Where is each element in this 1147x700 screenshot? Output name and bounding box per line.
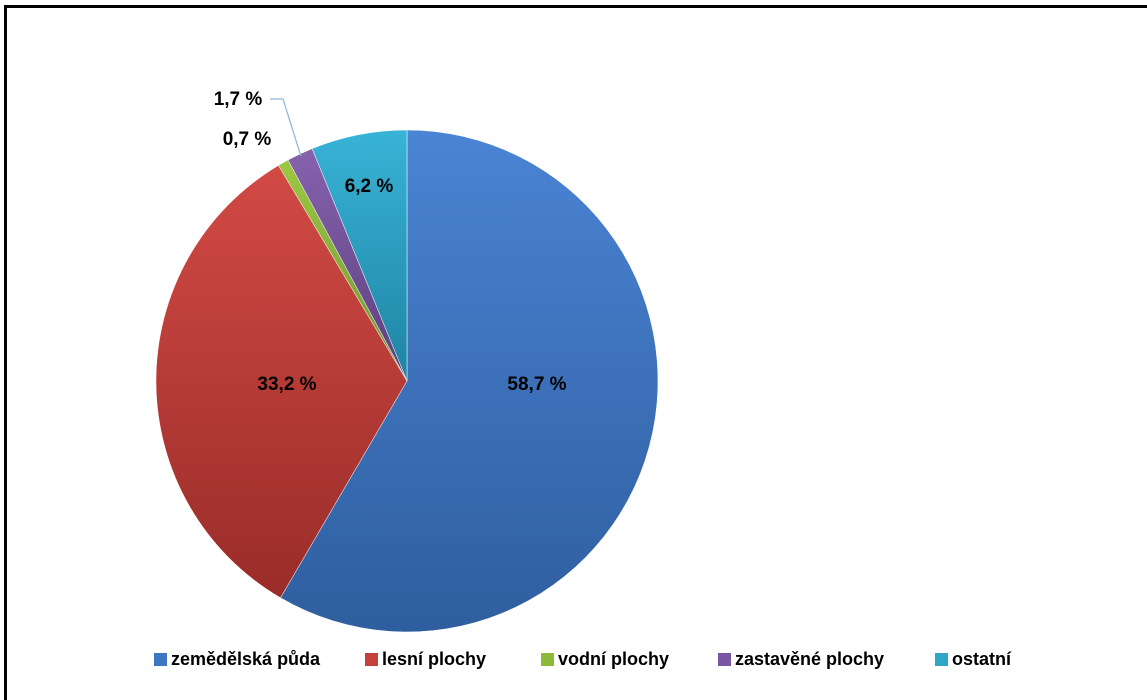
legend-swatch-ostatni <box>935 653 948 666</box>
legend-label-zemedelska-puda: zemědělská půda <box>171 649 321 669</box>
legend-swatch-vodni-plochy <box>541 653 554 666</box>
data-label-lesni-plochy: 33,2 % <box>257 374 316 395</box>
legend-label-zastavene-plochy: zastavěné plochy <box>735 649 884 669</box>
legend-swatch-lesni-plochy <box>365 653 378 666</box>
legend-swatch-zemedelska-puda <box>154 653 167 666</box>
legend-label-ostatni: ostatní <box>952 649 1012 669</box>
pie-slice-ostatni <box>311 129 408 382</box>
legend: zemědělská půda lesní plochy vodní plochy z… <box>154 649 1012 669</box>
pie-slice-zemedelska-puda <box>280 129 659 633</box>
legend-label-vodni-plochy: vodní plochy <box>558 649 669 669</box>
leader-lines <box>270 98 302 156</box>
pie-slice-lesni-plochy <box>155 165 408 599</box>
pie-slices <box>155 129 659 633</box>
data-label-vodni-plochy: 0,7 % <box>223 129 272 150</box>
data-labels: 58,7 % 33,2 % 0,7 % 1,7 % 6,2 % <box>214 89 567 395</box>
data-label-zastavene-plochy: 1,7 % <box>214 89 263 110</box>
leader-line-zastavene-plochy <box>270 98 302 156</box>
data-label-zemedelska-puda: 58,7 % <box>507 374 566 395</box>
data-label-ostatni: 6,2 % <box>345 176 394 197</box>
legend-swatch-zastavene-plochy <box>718 653 731 666</box>
legend-label-lesni-plochy: lesní plochy <box>382 649 486 669</box>
